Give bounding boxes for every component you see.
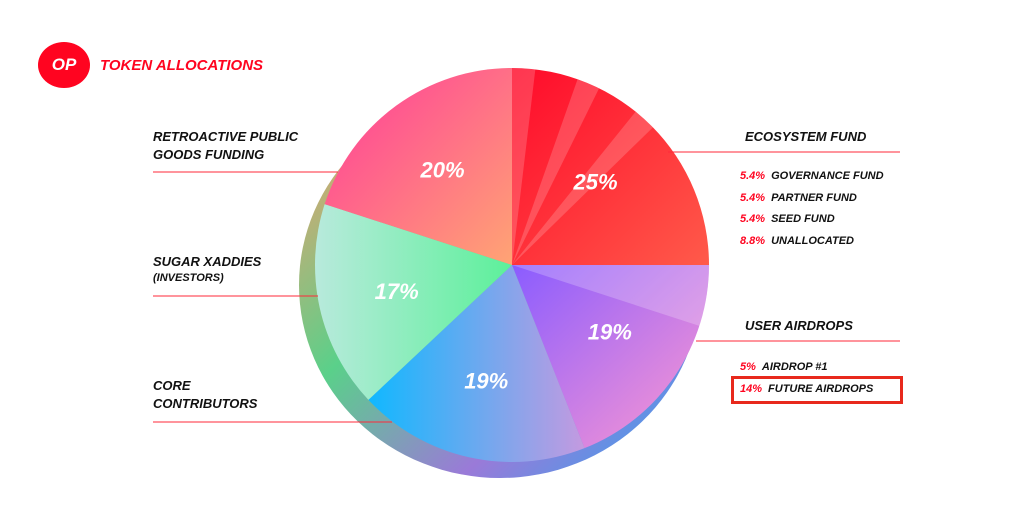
label-sugar-line1: SUGAR XADDIES [153,254,262,269]
label-eco: ECOSYSTEM FUND [745,129,867,144]
pct-label-sugar-xaddies: 17% [375,279,419,304]
ecosystem-subfund-wedge [512,68,536,265]
label-core-line2: CONTRIBUTORS [153,396,258,411]
pie-slice-ecosystem [512,68,709,265]
op-logo: OP [38,42,90,88]
logo-text: OP [51,55,77,74]
pie-slice-user-airdrops [512,265,709,449]
pct-label-core-contributors: 19% [464,368,508,393]
eco-sub-1: 5.4% GOVERNANCE FUND [740,170,884,182]
label-user: USER AIRDROPS [745,318,853,333]
pie-slice-retro-funding [324,68,512,265]
label-core-line1: CORE [153,378,191,393]
pie-slice-core-contributors [368,265,585,462]
eco-sub-4: 8.8% UNALLOCATED [740,235,854,247]
ecosystem-subfund-wedge [512,79,600,265]
highlight-box [731,376,903,404]
airdrop-1-wedge [512,265,709,326]
label-sugar-note: (INVESTORS) [153,272,224,284]
page-title: TOKEN ALLOCATIONS [100,57,264,74]
pct-label-user-airdrops: 19% [588,319,632,344]
user-sub-1: 5% AIRDROP #1 [740,361,828,373]
label-retro-line2: GOODS FUNDING [153,147,265,162]
pct-label-ecosystem: 25% [573,169,618,194]
label-retro-line1: RETROACTIVE PUBLIC [153,129,299,144]
ecosystem-subfund-wedge [512,111,653,265]
pie-slice-sugar-xaddies [315,204,512,400]
pct-label-retro-funding: 20% [420,157,465,182]
eco-sub-2: 5.4% PARTNER FUND [740,192,857,204]
eco-sub-3: 5.4% SEED FUND [740,213,835,225]
user-sub-2: 14% FUTURE AIRDROPS [740,383,874,395]
